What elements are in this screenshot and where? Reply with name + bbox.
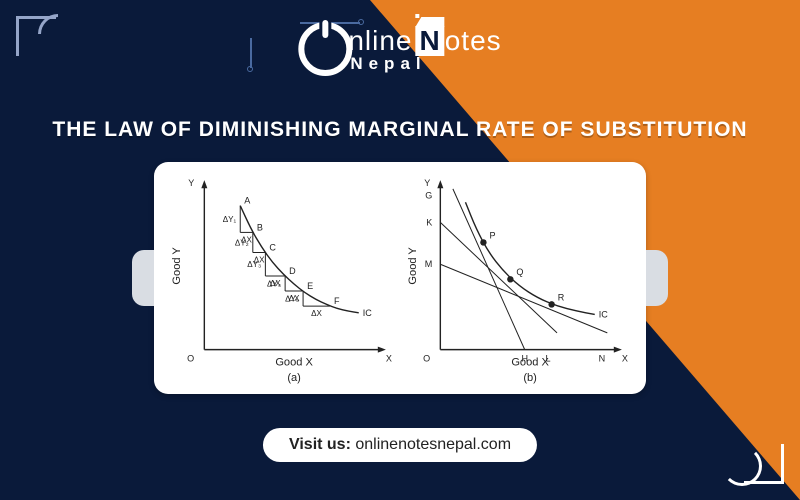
visit-us-pill[interactable]: Visit us: onlinenotesnepal.com	[263, 428, 537, 462]
svg-text:H: H	[521, 354, 528, 364]
svg-text:B: B	[257, 222, 263, 232]
svg-text:D: D	[289, 266, 296, 276]
svg-text:X: X	[622, 354, 628, 364]
svg-text:Y: Y	[424, 178, 430, 188]
svg-text:Good X: Good X	[275, 357, 313, 369]
svg-text:IC: IC	[599, 309, 609, 319]
power-icon	[298, 22, 352, 76]
svg-text:R: R	[558, 292, 565, 302]
svg-text:C: C	[269, 242, 276, 252]
svg-text:Good Y: Good Y	[171, 247, 183, 285]
svg-text:L: L	[546, 354, 551, 364]
svg-text:ΔY₃: ΔY₃	[247, 260, 261, 269]
brand-seg1: nline	[348, 28, 412, 55]
svg-text:ΔY₁: ΔY₁	[223, 215, 237, 224]
svg-text:K: K	[426, 217, 432, 227]
svg-text:O: O	[187, 354, 194, 364]
svg-text:X: X	[386, 354, 392, 364]
svg-text:(a): (a)	[287, 372, 301, 384]
svg-text:Good Y: Good Y	[407, 247, 419, 285]
svg-text:Q: Q	[516, 267, 523, 277]
svg-text:ΔX: ΔX	[311, 309, 322, 318]
svg-text:ΔY₂: ΔY₂	[235, 238, 249, 247]
visit-label: Visit us:	[289, 436, 351, 453]
chart-panel-a: OYXGood XGood YICABCDEFΔY₁ΔXΔY₂ΔXΔY₃ΔXΔY…	[166, 172, 398, 384]
chart-b-svg: O Y X Good X Good Y IC G K M H L N P Q R (b)	[402, 172, 634, 384]
figure-card: OYXGood XGood YICABCDEFΔY₁ΔXΔY₂ΔXΔY₃ΔXΔY…	[154, 162, 646, 394]
brand-hat-letter: N	[416, 26, 445, 57]
brand-top-line: nline N otes	[348, 26, 501, 57]
svg-text:Y: Y	[188, 178, 194, 188]
svg-text:E: E	[307, 281, 313, 291]
card-tab-left	[132, 250, 154, 306]
svg-text:ΔY₅: ΔY₅	[285, 295, 299, 304]
svg-text:M: M	[425, 259, 433, 269]
svg-text:G: G	[425, 191, 432, 201]
svg-text:Good X: Good X	[511, 357, 549, 369]
circuit-dot	[247, 66, 253, 72]
svg-text:ΔY₄: ΔY₄	[267, 280, 281, 289]
corner-arc-bottom-right	[722, 446, 762, 486]
brand-logo: nline N otes Nepal	[298, 22, 501, 76]
svg-text:N: N	[599, 354, 606, 364]
card-tab-right	[646, 250, 668, 306]
svg-text:(b): (b)	[523, 372, 537, 384]
circuit-line	[250, 38, 252, 68]
svg-text:P: P	[489, 230, 495, 240]
brand-sub: Nepal	[350, 56, 501, 72]
chart-panel-b: O Y X Good X Good Y IC G K M H L N P Q R (b)	[402, 172, 634, 384]
svg-text:IC: IC	[363, 308, 373, 318]
svg-text:O: O	[423, 354, 430, 364]
brand-seg2: otes	[445, 28, 502, 55]
chart-a-svg: OYXGood XGood YICABCDEFΔY₁ΔXΔY₂ΔXΔY₃ΔXΔY…	[166, 172, 398, 384]
page-title: THE LAW OF DIMINISHING MARGINAL RATE OF …	[52, 118, 747, 142]
svg-text:F: F	[334, 296, 340, 306]
svg-text:A: A	[244, 196, 251, 206]
visit-url: onlinenotesnepal.com	[355, 436, 511, 453]
